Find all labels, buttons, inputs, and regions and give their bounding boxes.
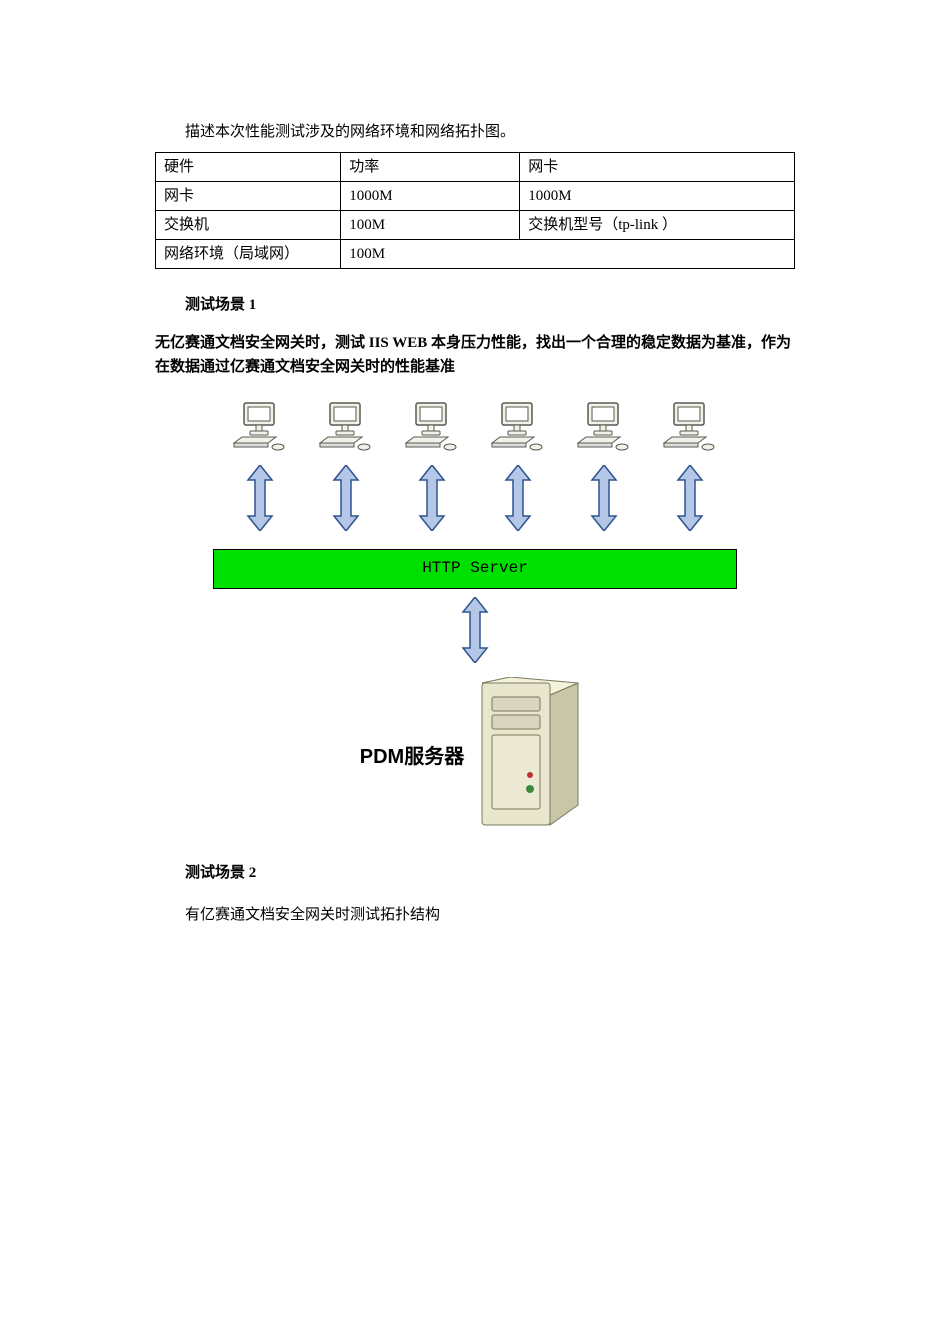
table-cell: 交换机型号（tp-link ）	[520, 211, 795, 240]
table-cell: 交换机	[156, 211, 341, 240]
bidir-arrow-icon	[246, 465, 274, 539]
arrows-row	[195, 465, 755, 539]
client-icon	[232, 399, 288, 455]
clients-row	[195, 399, 755, 455]
env-table: 硬件功率网卡网卡1000M1000M交换机100M交换机型号（tp-link ）…	[155, 152, 795, 269]
table-cell: 硬件	[156, 153, 341, 182]
client-icon	[318, 399, 374, 455]
table-row: 交换机100M交换机型号（tp-link ）	[156, 211, 795, 240]
bidir-arrow-icon	[590, 465, 618, 539]
bidir-arrow-icon	[676, 465, 704, 539]
server-label: PDM服务器	[360, 741, 464, 773]
bidir-arrow-icon	[504, 465, 532, 539]
bidir-arrow-icon	[418, 465, 446, 539]
table-cell: 网卡	[520, 153, 795, 182]
table-row: 硬件功率网卡	[156, 153, 795, 182]
scene1-title: 测试场景 1	[185, 293, 795, 317]
client-icon	[404, 399, 460, 455]
scene2-title: 测试场景 2	[185, 861, 795, 885]
table-cell: 网络环境（局域网）	[156, 240, 341, 269]
server-row: PDM服务器	[195, 677, 755, 837]
intro-text: 描述本次性能测试涉及的网络环境和网络拓扑图。	[155, 120, 795, 144]
table-cell: 1000M	[520, 182, 795, 211]
scene2-desc: 有亿赛通文档安全网关时测试拓扑结构	[185, 903, 795, 927]
http-server-bar: HTTP Server	[213, 549, 737, 589]
mid-arrow	[195, 597, 755, 663]
scene1-desc: 无亿赛通文档安全网关时，测试 IIS WEB 本身压力性能，找出一个合理的稳定数…	[155, 331, 795, 379]
client-icon	[576, 399, 632, 455]
table-row: 网卡1000M1000M	[156, 182, 795, 211]
table-cell: 网卡	[156, 182, 341, 211]
table-cell: 功率	[341, 153, 520, 182]
bidir-arrow-icon	[332, 465, 360, 539]
client-icon	[490, 399, 546, 455]
table-cell: 1000M	[341, 182, 520, 211]
topology-diagram: HTTP Server PDM服务器	[195, 399, 755, 837]
client-icon	[662, 399, 718, 455]
table-cell: 100M	[341, 211, 520, 240]
table-cell: 100M	[341, 240, 795, 269]
bidir-arrow-icon	[461, 597, 489, 663]
server-icon	[470, 677, 590, 837]
table-row: 网络环境（局域网）100M	[156, 240, 795, 269]
